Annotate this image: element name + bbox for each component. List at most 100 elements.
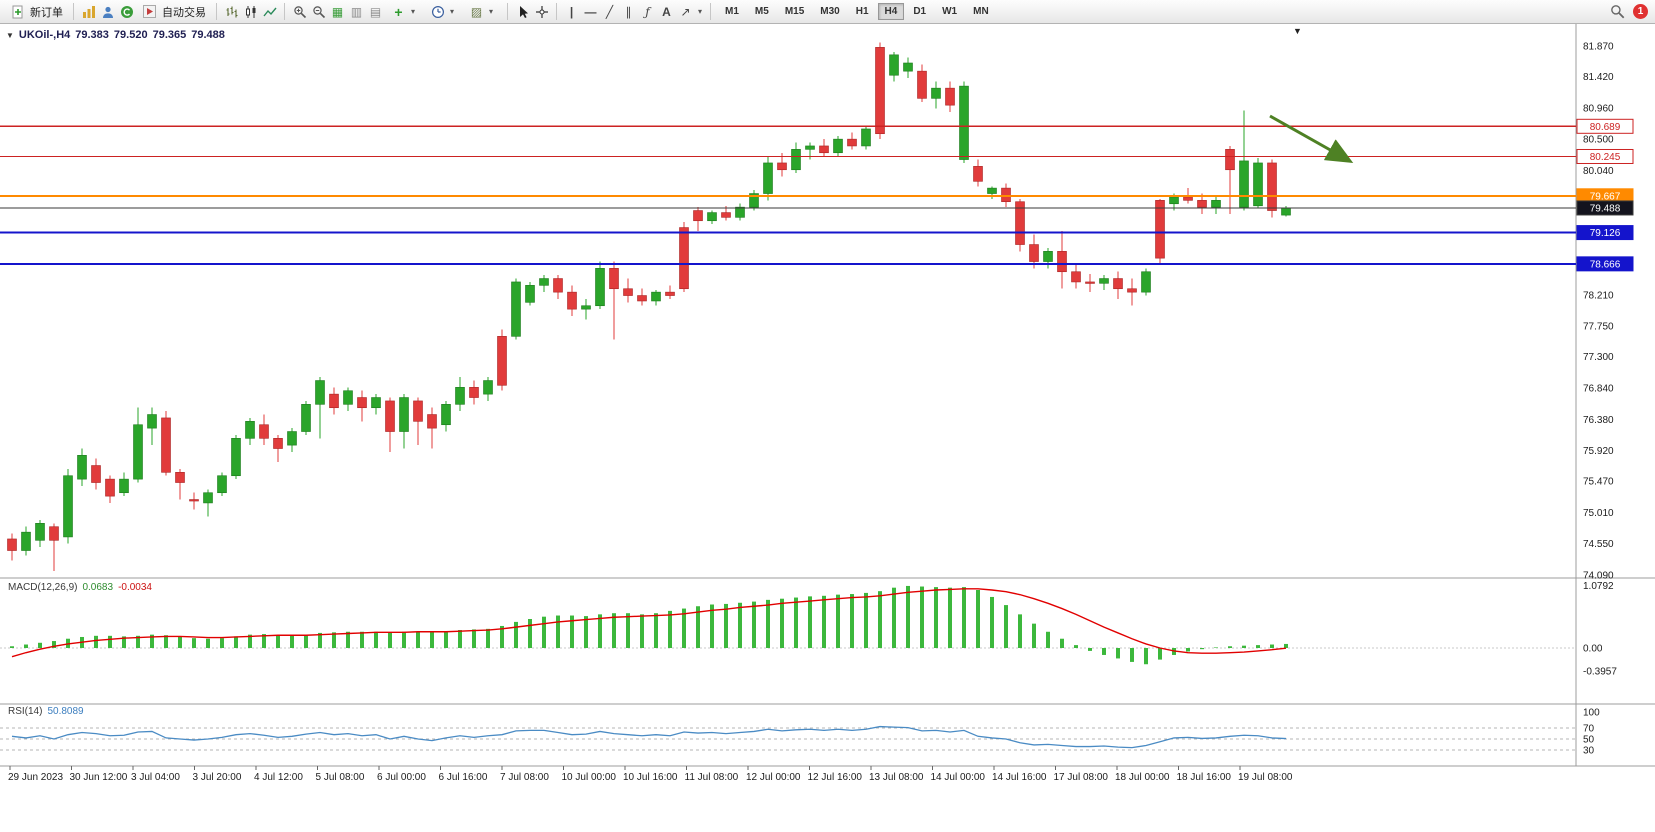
new-order-label: 新订单 xyxy=(30,6,63,19)
candlestick-type-icon[interactable] xyxy=(242,3,259,20)
time-tick: 30 Jun 12:00 xyxy=(70,772,128,783)
timeframe-w1[interactable]: W1 xyxy=(942,6,958,17)
cursor-icon[interactable] xyxy=(514,3,531,20)
price-tick: 81.420 xyxy=(1583,72,1614,83)
time-tick: 17 Jul 08:00 xyxy=(1054,772,1109,783)
ohlc-low: 79.365 xyxy=(152,29,187,41)
time-tick: 29 Jun 2023 xyxy=(8,772,63,783)
line-chart-type-icon[interactable] xyxy=(261,3,278,20)
tile-windows-icon[interactable]: ▦ xyxy=(331,4,344,19)
arrange-windows-icon[interactable]: ▥ xyxy=(350,4,363,19)
notification-badge[interactable]: 1 xyxy=(1633,4,1648,19)
shapes-dropdown-icon[interactable]: ▾ xyxy=(697,7,702,16)
price-tick: 76.380 xyxy=(1583,415,1614,426)
time-tick: 14 Jul 16:00 xyxy=(992,772,1047,783)
rsi-scale-tick: 30 xyxy=(1583,745,1595,756)
timeframe-buttons: M1 M5 M15 M30 H1 H4 D1 W1 MN xyxy=(717,3,997,20)
price-line-tag xyxy=(1576,225,1634,241)
svg-text:80.245: 80.245 xyxy=(1590,152,1621,163)
template-button[interactable]: ▨ ▾ xyxy=(464,2,501,21)
time-tick: 18 Jul 16:00 xyxy=(1177,772,1232,783)
text-tool-icon[interactable]: A xyxy=(662,4,671,19)
time-tick: 3 Jul 20:00 xyxy=(193,772,242,783)
price-tick: 74.090 xyxy=(1583,571,1614,582)
timeframe-mn[interactable]: MN xyxy=(973,6,989,17)
chart-dropdown-icon[interactable]: ▼ xyxy=(1293,26,1302,36)
svg-text:78.666: 78.666 xyxy=(1590,259,1621,270)
collapse-triangle-icon[interactable]: ▼ xyxy=(6,30,14,40)
rsi-value: 50.8089 xyxy=(47,706,84,717)
time-tick: 7 Jul 08:00 xyxy=(500,772,549,783)
rsi-scale-tick: 100 xyxy=(1583,708,1600,719)
community-icon[interactable] xyxy=(118,3,135,20)
price-axis[interactable]: 81.870 81.420 80.960 80.500 80.040 78.210 77.7… xyxy=(1583,42,1614,582)
cascade-windows-icon[interactable]: ▤ xyxy=(369,4,382,19)
rsi-scale-tick: 70 xyxy=(1583,724,1595,735)
time-tick: 5 Jul 08:00 xyxy=(316,772,365,783)
rsi-label: RSI(14) 50.8089 xyxy=(8,706,84,717)
chevron-down-icon: ▾ xyxy=(450,7,455,16)
chart-title: ▼ UKOil-,H4 79.383 79.520 79.365 79.488 xyxy=(6,29,225,41)
price-line-tag xyxy=(1576,256,1634,272)
rsi-line xyxy=(11,725,1287,749)
time-tick: 3 Jul 04:00 xyxy=(131,772,180,783)
price-tick: 80.040 xyxy=(1583,166,1614,177)
zoom-out-icon[interactable] xyxy=(310,3,327,20)
new-order-button[interactable]: 新订单 xyxy=(5,2,67,21)
price-tick: 81.870 xyxy=(1583,42,1614,53)
arrow-tool-icon[interactable]: ↗ xyxy=(680,4,691,19)
channel-icon[interactable]: ∥ xyxy=(625,4,632,19)
charts-window-icon[interactable] xyxy=(80,3,97,20)
macd-scale-tick: -0.3957 xyxy=(1583,666,1617,677)
price-tick: 77.300 xyxy=(1583,352,1614,363)
chevron-down-icon: ▾ xyxy=(489,7,494,16)
auto-trading-label: 自动交易 xyxy=(162,6,206,19)
timeframe-h4[interactable]: H4 xyxy=(877,3,905,20)
fibonacci-icon[interactable]: ƒ xyxy=(645,4,650,19)
svg-text:79.667: 79.667 xyxy=(1590,191,1621,202)
macd-scale-tick: 1.0792 xyxy=(1583,581,1614,592)
zo om-in-icon[interactable] xyxy=(291,3,308,20)
horizontal-line-icon[interactable]: — xyxy=(584,4,597,19)
time-tick: 19 Jul 08:00 xyxy=(1238,772,1293,783)
vertical-line-icon[interactable]: | xyxy=(569,4,574,19)
search-icon[interactable] xyxy=(1609,3,1626,20)
price-tick: 75.920 xyxy=(1583,446,1614,457)
time-axis[interactable]: 29 Jun 2023 30 Jun 12:00 3 Jul 04:00 3 Jul … xyxy=(8,766,1293,783)
timeframe-m1[interactable]: M1 xyxy=(725,6,739,17)
chevron-down-icon: ▾ xyxy=(411,7,416,16)
symbol-period-label: UKOil-,H4 xyxy=(18,29,71,41)
timeframe-h1[interactable]: H1 xyxy=(855,6,869,17)
macd-signal-value: -0.0034 xyxy=(118,582,152,593)
auto-trading-icon xyxy=(141,3,158,20)
chart-canvas[interactable]: 81.870 81.420 80.960 80.500 80.040 78.210 77.7… xyxy=(0,24,1655,786)
ohlc-open: 79.383 xyxy=(75,29,109,41)
profile-icon[interactable] xyxy=(99,3,116,20)
trendline-icon[interactable]: ╱ xyxy=(605,4,614,19)
separator xyxy=(216,3,217,20)
svg-text:80.689: 80.689 xyxy=(1590,122,1621,133)
price-tick: 74.550 xyxy=(1583,539,1614,550)
separator xyxy=(73,3,74,20)
separator xyxy=(284,3,285,20)
timeframe-d1[interactable]: D1 xyxy=(913,6,927,17)
bar-chart-type-icon[interactable] xyxy=(223,3,240,20)
template-icon: ▨ xyxy=(470,4,483,19)
add-indicator-button[interactable]: + ▾ xyxy=(386,2,423,21)
price-line-tag xyxy=(1576,200,1634,216)
timeframe-m5[interactable]: M5 xyxy=(754,6,769,17)
auto-trading-button[interactable]: 自动交易 xyxy=(137,2,210,21)
ohlc-close: 79.488 xyxy=(191,29,225,41)
chart-window: 81.870 81.420 80.960 80.500 80.040 78.210 77.7… xyxy=(0,24,1655,786)
time-tick: 12 Jul 00:00 xyxy=(746,772,801,783)
price-tick: 75.470 xyxy=(1583,477,1614,488)
macd-scale-tick: 0.00 xyxy=(1583,644,1603,655)
rsi-scale-tick: 50 xyxy=(1583,735,1595,746)
period-selector-button[interactable]: ▾ xyxy=(425,2,462,21)
timeframe-m30[interactable]: M30 xyxy=(820,6,840,17)
trend-arrow[interactable] xyxy=(1269,114,1354,163)
crosshair-icon[interactable] xyxy=(533,3,550,20)
time-tick: 6 Jul 00:00 xyxy=(377,772,426,783)
timeframe-m15[interactable]: M15 xyxy=(784,6,805,17)
